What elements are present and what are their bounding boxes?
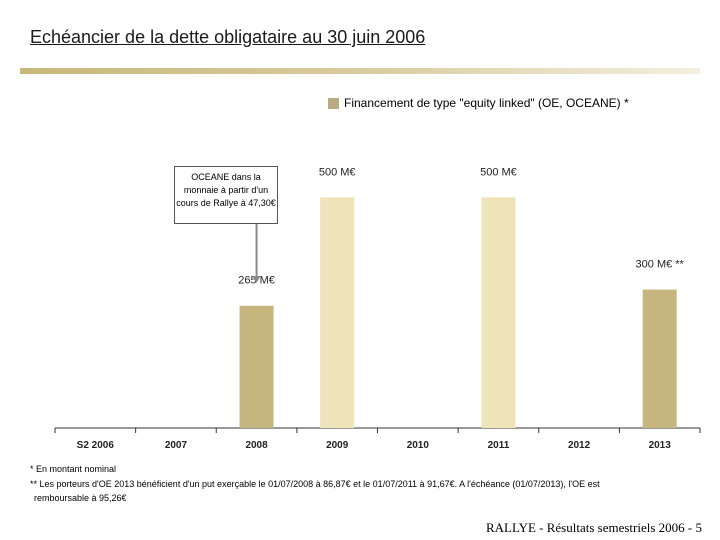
chart-legend: Financement de type "equity linked" (OE,… [328,96,629,110]
oceane-callout: OCEANE dans la monnaie à partir d'un cou… [174,166,278,224]
bar-2008 [239,305,274,428]
x-tick-label: 2008 [245,440,268,451]
x-tick-label: 2010 [407,440,430,451]
data-label: 300 M€ ** [636,259,685,271]
data-label: 500 M€ [319,166,356,178]
legend-label: Financement de type "equity linked" (OE,… [344,96,629,110]
callout-arrow-head [252,276,261,283]
page-footer: RALLYE - Résultats semestriels 2006 - 5 [485,520,702,535]
footnote-3: remboursable à 95,26€ [34,493,127,503]
bar-2011 [481,197,516,428]
x-tick-label: 2012 [568,440,591,451]
x-tick-label: 2007 [165,440,188,451]
x-tick-label: 2011 [488,440,510,451]
bar-2009 [320,197,355,428]
bar-2013 [642,289,677,428]
page-title: Echéancier de la dette obligataire au 30… [30,27,426,47]
data-label: 500 M€ [480,166,517,178]
legend-swatch [328,97,339,109]
x-tick-label: 2013 [649,440,672,451]
footnote-1: * En montant nominal [30,464,117,474]
footnote-2: ** Les porteurs d'OE 2013 bénéficient d'… [30,479,600,489]
x-tick-label: S2 2006 [77,440,115,451]
title-divider [20,68,700,74]
x-tick-label: 2009 [326,440,349,451]
